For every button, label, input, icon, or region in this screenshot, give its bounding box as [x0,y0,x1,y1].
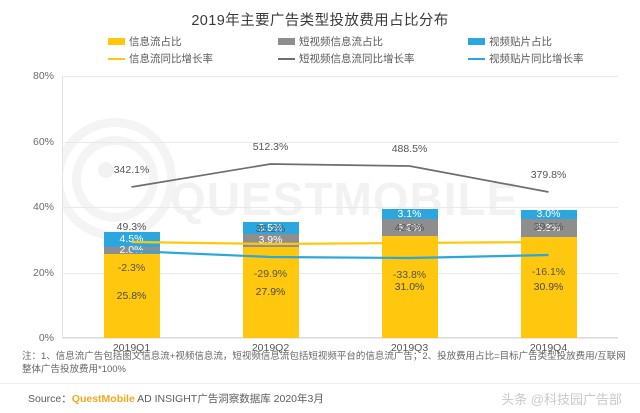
line-point-label: -33.8% [392,269,427,281]
bar-segment-label: 3.9% [258,234,283,246]
chart-footnote: 注：1、信息流广告包括图文信息流+视频信息流，短视频信息流包括短视频平台的信息流… [22,351,626,375]
legend-item-videopatch-growth[interactable]: 视频贴片同比增长率 [468,51,618,66]
legend-swatch-icon [108,38,125,45]
line-point-label: 512.3% [252,141,289,153]
legend-label: 视频贴片占比 [489,36,552,48]
line-point-label: -16.1% [531,266,566,278]
legend-label: 信息流同比增长率 [129,53,213,65]
x-axis-tick-label: 2019Q4 [529,342,568,354]
x-axis-tick-label: 2019Q3 [390,342,429,354]
page-title: 2019年主要广告类型投放费用占比分布 [191,13,449,29]
legend-line-icon [468,57,485,60]
chart-legend: 信息流占比 短视频信息流占比 视频贴片占比 信息流同比增长率 短视频信息流同比增… [108,33,584,67]
legend-swatch-icon [278,38,295,45]
source-bar: Source：QuestMobile AD INSIGHT广告洞察数据库 202… [0,383,640,413]
legend-swatch-icon [468,38,485,45]
legend-label: 短视频信息流占比 [299,36,383,48]
bar-stack[interactable]: 4.5% 2.0% 25.8% [103,232,160,338]
bar-segment[interactable]: 30.9% [520,236,577,338]
line-point-label: -2.3% [117,262,146,274]
gridline [62,338,618,339]
line-point-label: 379.8% [530,169,567,181]
line-shortvideo-growth [131,163,549,193]
x-axis-tick-label: 2019Q1 [112,342,151,354]
bar-segment-label: 3.1% [397,208,422,221]
chart-plot-area: 80% 60% 40% 20% 0% 4.5% 2.0% 25.8% 3.5% 3.9% 27.9… [33,70,618,354]
y-axis-tick-label: 0% [38,332,54,344]
line-xinxiliu-growth [131,240,549,246]
line-point-label: 35.2% [255,223,286,235]
bar-stack[interactable]: 3.1% 5.2% 31.0% [381,208,438,338]
bar-segment-label: 4.5% [119,233,144,246]
legend-line-icon [278,57,295,60]
gridline [62,272,618,274]
y-axis-tick-label: 20% [32,266,54,279]
bar-segment[interactable]: 2.0% [103,244,160,256]
gridline [62,207,618,208]
publisher-watermark: 头条 @科技园广告部 [501,392,622,407]
bar-stack[interactable]: 3.0% 5.3% 30.9% [520,208,577,338]
bar-segment-label: 30.9% [533,281,564,294]
line-point-label: 39.2% [533,221,564,233]
legend-label: 视频贴片同比增长率 [489,53,584,65]
line-point-label: -29.9% [253,268,288,280]
legend-label: 短视频信息流同比增长率 [299,53,415,65]
bar-segment-label: 5.2% [397,221,422,234]
bar-segment[interactable]: 5.3% [520,219,577,237]
legend-label: 信息流占比 [129,36,182,48]
gridline [62,76,618,77]
source-brand: QuestMobile [71,393,135,405]
source-rest: AD INSIGHT广告洞察数据库 2020年3月 [134,393,324,405]
line-series-layer [131,163,549,260]
legend-item-shortvideo-share[interactable]: 短视频信息流占比 [278,34,468,49]
x-axis-line [62,337,618,338]
line-point-label: 49.3% [116,221,147,233]
bar-segment-label: 3.0% [536,208,561,221]
bar-segment-label: 3.5% [258,221,283,234]
legend-line-icon [108,57,125,60]
bar-segment[interactable]: 5.2% [381,219,438,237]
line-point-label: 342.1% [113,164,150,176]
bar-segment[interactable]: 3.5% [242,221,299,234]
bar-segment[interactable]: 31.0% [381,236,438,338]
bar-segment-label: 2.0% [119,244,144,256]
source-prefix: Source： [28,393,72,405]
bar-segment-label: 31.0% [394,280,425,293]
bar-segment[interactable]: 25.8% [103,253,160,338]
legend-item-xinxiliu-growth[interactable]: 信息流同比增长率 [108,51,278,66]
source-text: Source：QuestMobile AD INSIGHT广告洞察数据库 202… [28,391,324,406]
legend-item-xinxiliu-share[interactable]: 信息流占比 [108,34,278,49]
bar-segment[interactable]: 3.1% [381,208,438,221]
gridline [62,141,618,143]
x-axis-tick-label: 2019Q2 [251,342,290,354]
bar-segment[interactable]: 3.0% [520,208,577,221]
bar-segment-label: 27.9% [255,286,286,299]
y-axis-tick-label: 60% [32,135,54,148]
line-videopatch-growth [131,249,549,260]
line-point-label: 42.6% [394,222,425,234]
bar-segment-label: 5.3% [536,221,561,234]
y-axis-tick-label: 80% [32,70,54,82]
bar-segment[interactable]: 27.9% [242,246,299,338]
line-point-label: 488.5% [391,143,428,155]
y-axis-tick-label: 40% [32,201,54,213]
legend-item-videopatch-share[interactable]: 视频贴片占比 [468,34,618,49]
legend-item-shortvideo-growth[interactable]: 短视频信息流同比增长率 [278,51,468,66]
bar-segment-label: 25.8% [116,289,147,302]
